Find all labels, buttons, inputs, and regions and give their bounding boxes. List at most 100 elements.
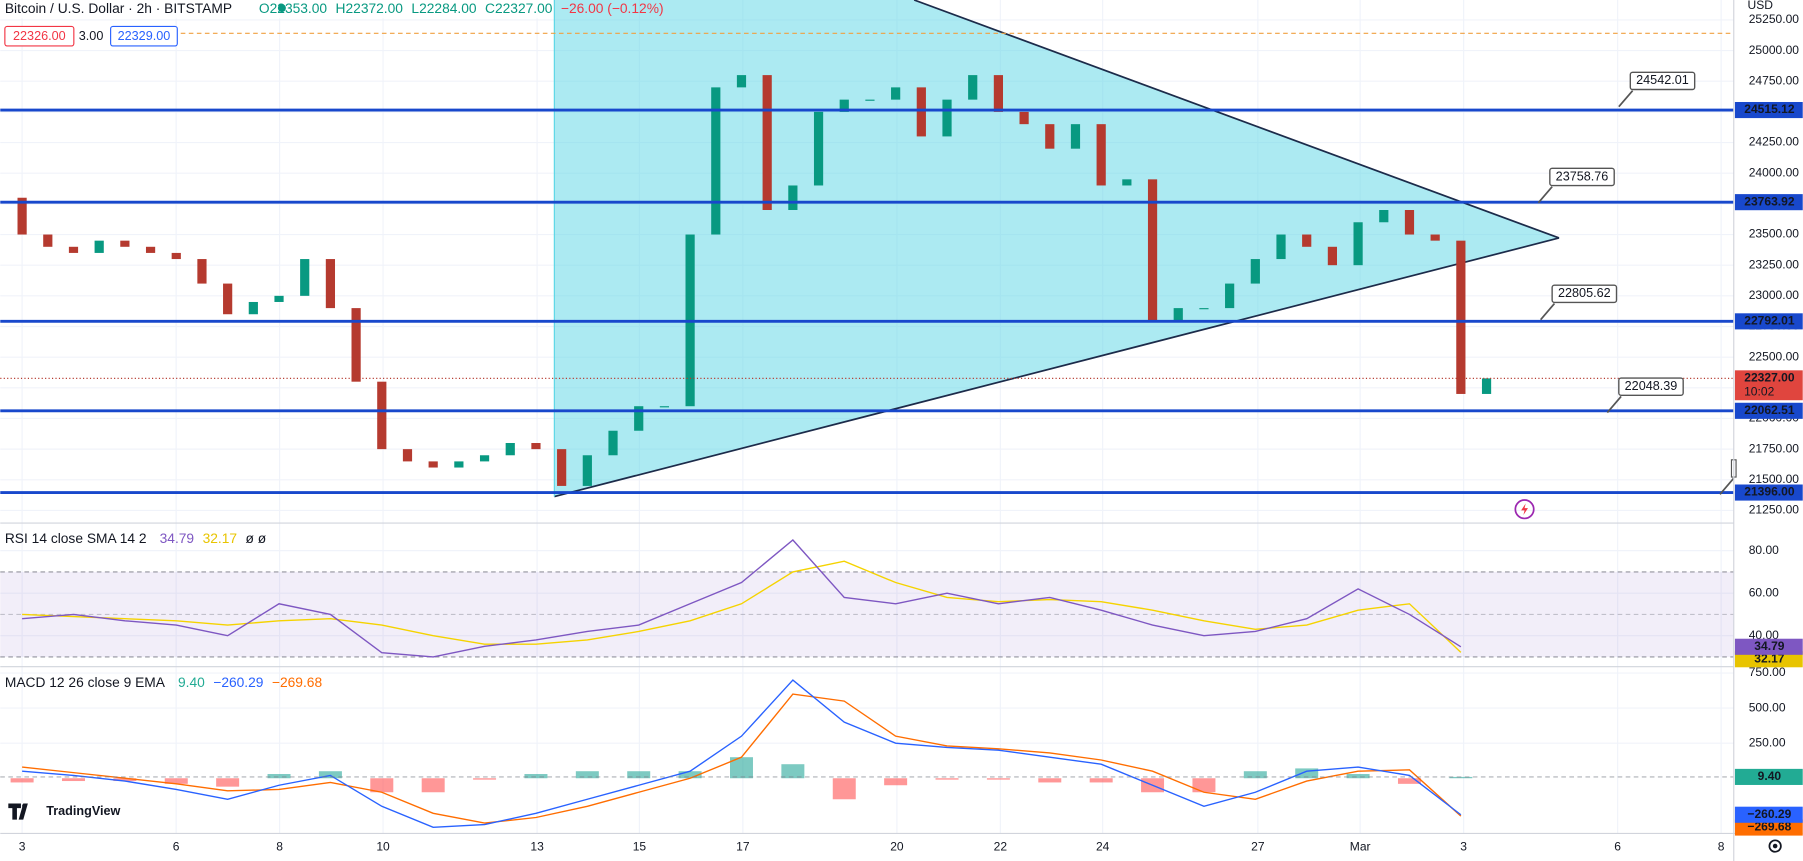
price-tick-label: 23000.00 [1749,288,1800,302]
price-tick-label: 22500.00 [1749,349,1800,363]
macd-hist-bar [575,771,599,779]
level-label-bg [1734,313,1803,330]
macd-axis-label-bg [1734,806,1803,823]
time-tick-label: 17 [736,839,750,853]
rsi-axis-label: 34.79 [1754,639,1784,653]
level-label-bg [1734,194,1803,211]
candle [428,461,438,468]
macd-hist-axis-label: 9.40 [1758,769,1782,783]
candle [1070,124,1081,149]
callout-leader [1606,395,1622,414]
price-tick-label: 25250.00 [1749,12,1800,26]
time-tick-label: 6 [173,839,180,853]
candle [813,111,824,186]
level-label: 22792.01 [1744,314,1795,328]
macd-hist-bar [627,771,651,779]
candle [248,301,258,315]
candle [1276,234,1286,260]
price-tick-label: 21250.00 [1749,503,1800,517]
rsi-tick-label: 40.00 [1749,628,1779,642]
candle [223,283,233,315]
macd-title: MACD 12 26 close 9 EMA [5,674,166,689]
candle [557,449,567,486]
buy-price[interactable]: 22329.00 [118,29,171,43]
candle [300,259,310,296]
macd-hist-bar [832,778,856,800]
macd-axis-label: −260.29 [1747,807,1791,821]
time-tick-label: 8 [1718,839,1725,853]
macd-signal-axis-label: −269.68 [1747,820,1791,834]
candle [197,259,207,284]
level-label: 21396.00 [1744,485,1795,499]
gear [1768,839,1782,853]
candle [505,443,515,456]
candle [1456,240,1466,394]
price-tick-label: 23250.00 [1749,257,1800,271]
candle [1147,179,1158,321]
status-dot [277,4,286,13]
candle [1225,283,1235,309]
macd-hist-bar [113,778,137,782]
macd-hist-axis-label-bg [1734,768,1803,785]
callout-label: 22805.62 [1558,286,1611,300]
sell-button[interactable] [4,25,75,47]
macd-hist-bar [216,778,240,787]
settings-icon[interactable] [1768,839,1782,853]
candle [402,449,413,462]
current-price-label: 22327.00 [1744,371,1795,385]
high: H22372.00 [336,1,404,16]
callout-leader [1539,303,1556,321]
alert-icon[interactable] [1514,499,1535,520]
candle [942,99,952,137]
open: O22353.00 [259,1,328,16]
candle [171,252,181,260]
candle [891,87,901,100]
candle [916,87,926,137]
sell-price[interactable]: 22326.00 [13,29,66,43]
macd-hist-bar [1449,776,1473,779]
macd-hist-bar [421,778,445,793]
rsi-sma-line [22,560,1462,653]
level-label: 23763.92 [1744,194,1795,208]
candle [377,381,387,450]
candle [274,295,284,302]
alert-bolt [1521,503,1528,515]
gear-center [1772,843,1778,849]
buy-button[interactable] [110,25,178,47]
macd-value: −260.29 [213,674,264,689]
macd-hist-bar [781,764,805,779]
candle [1096,124,1106,186]
logo-text: TradingView [46,804,120,818]
rsi-tick-label: 60.00 [1749,585,1779,599]
time-tick-label: 15 [633,839,647,853]
candle [736,75,747,88]
macd-hist-bar [267,774,291,779]
macd-hist-bar [935,778,959,780]
price-tick-label: 24750.00 [1749,73,1800,87]
candle [1250,259,1260,284]
macd-signal-value: −269.68 [272,674,323,689]
candle [993,75,1004,112]
candle [634,406,644,431]
rsi-legend: RSI 14 close SMA 14 2 34.79 32.17 ø ø [5,531,267,546]
callout-label: 23758.76 [1556,169,1609,183]
candle [1379,210,1389,223]
price-tick-label: 24000.00 [1749,165,1800,179]
time-tick-label: 3 [1460,839,1467,853]
macd-hist-value: 9.40 [178,674,205,689]
macd-hist-bar [1295,768,1319,779]
rsi-sma-value: 32.17 [203,531,238,546]
time-tick-label: Mar [1350,839,1371,853]
candle [454,461,464,468]
candle [120,240,130,247]
macd-hist-bar [1397,778,1421,784]
change: −26.00 (−0.12%) [561,1,664,16]
candle [145,246,156,253]
candle [1327,246,1338,266]
candle [479,455,490,462]
candle [582,455,592,486]
candle [1430,234,1440,241]
macd-legend: MACD 12 26 close 9 EMA 9.40 −260.29 −269… [5,674,323,689]
